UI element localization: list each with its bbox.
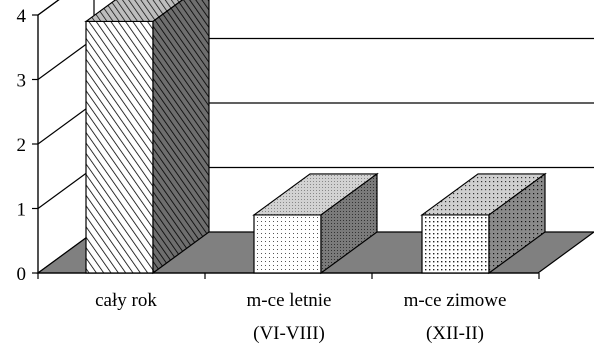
bar-top-0 (84, 0, 184, 23)
y-tick-label-0: 0 (17, 264, 27, 285)
bar-0 (84, 0, 210, 275)
bar-2 (420, 172, 547, 275)
bar-side-1 (320, 172, 378, 275)
category-label-1-line-1: (VI-VIII) (253, 323, 325, 344)
category-label-2-line-1: (XII-II) (426, 323, 484, 344)
category-label-2-line-0: m-ce zimowe (404, 290, 507, 311)
y-tick-label-3: 3 (17, 71, 27, 92)
y-tick-label-4: 4 (17, 6, 27, 27)
bar-front-1 (253, 214, 322, 274)
category-label-1-line-0: m-ce letnie (247, 290, 332, 311)
bars (84, 0, 547, 275)
category-labels: cały rok m-ce letnie (VI-VIII) m-ce zimowe (… (95, 290, 506, 344)
category-label-0-line-0: cały rok (95, 290, 157, 311)
gridline-side-3 (37, 38, 95, 80)
bar-side-0 (152, 0, 210, 275)
bar-1 (252, 172, 379, 275)
bar-side-2 (488, 172, 546, 275)
y-tick-label-2: 2 (17, 135, 27, 156)
gridline-side-2 (37, 102, 95, 145)
gridline-side-1 (37, 167, 95, 209)
bar-front-0 (85, 20, 154, 274)
bar-front-2 (421, 214, 490, 274)
y-tick-label-1: 1 (17, 200, 27, 221)
gridline-side-4 (37, 0, 60, 16)
